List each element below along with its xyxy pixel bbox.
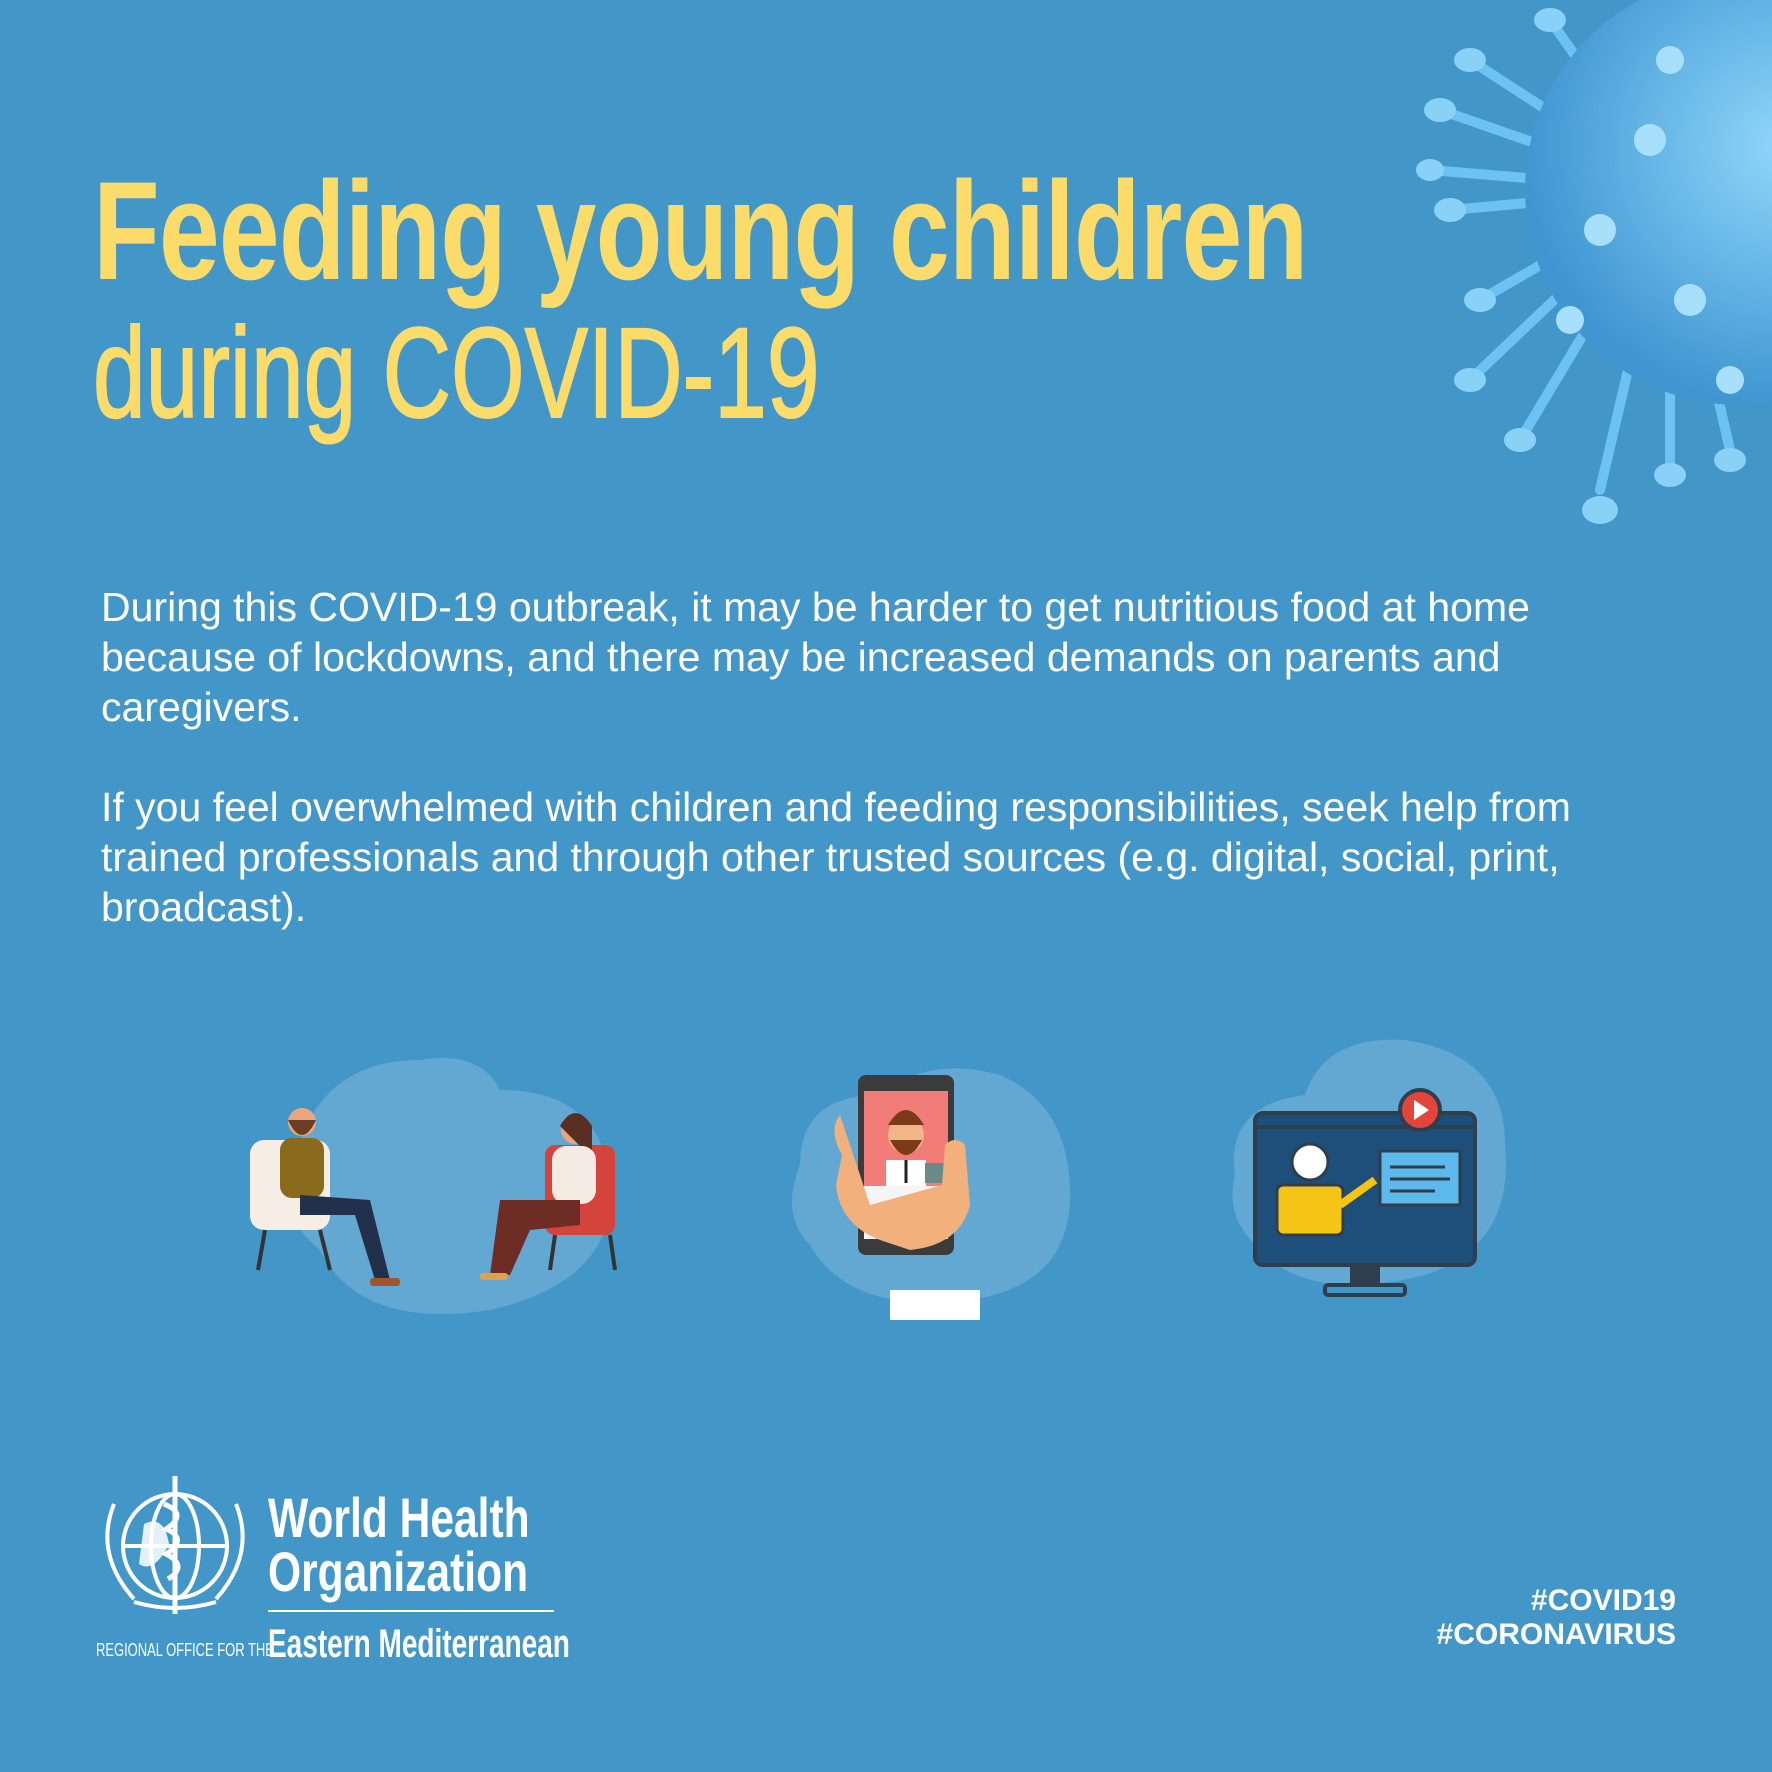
- body-paragraph-1: During this COVID-19 outbreak, it may be…: [101, 584, 1530, 730]
- virus-icon: [1416, 0, 1772, 524]
- who-emblem-logo: [105, 1476, 245, 1614]
- logo-divider: [268, 1610, 554, 1612]
- title-line-1: Feeding young children: [93, 152, 1308, 309]
- hashtag-coronavirus: #CORONAVIRUS: [1436, 1618, 1676, 1651]
- counsellor-figure: [250, 1108, 400, 1286]
- counselling-session-illustration: [250, 1058, 617, 1314]
- body-paragraph-2: If you feel overwhelmed with children an…: [101, 784, 1571, 930]
- online-training-monitor-illustration: [1232, 1039, 1506, 1297]
- hashtag-covid19: #COVID19: [1530, 1584, 1676, 1617]
- regional-office-prefix: REGIONAL OFFICE FOR THE: [96, 1640, 274, 1660]
- parent-figure: [480, 1113, 617, 1280]
- video-call-phone-illustration: [792, 1068, 1070, 1320]
- who-name-line-2: Organization: [268, 1540, 529, 1603]
- title-line-2: during COVID-19: [92, 301, 820, 446]
- who-name-line-1: World Health: [268, 1486, 530, 1549]
- region-name: Eastern Mediterranean: [268, 1622, 570, 1666]
